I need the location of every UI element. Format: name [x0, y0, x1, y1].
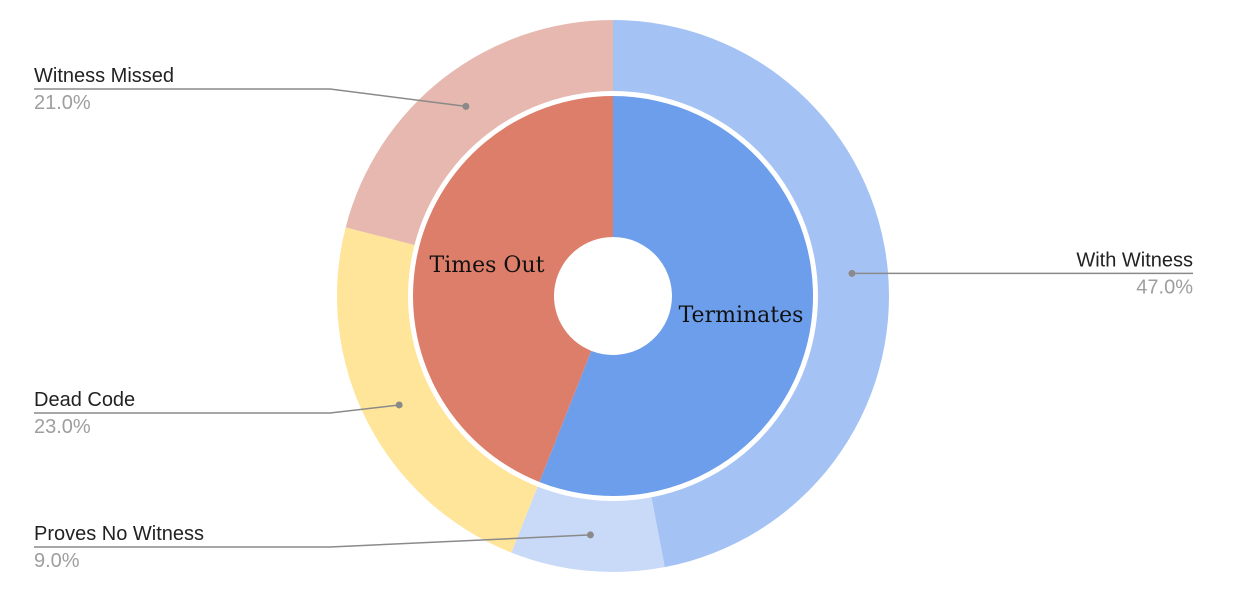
label-dead-code: Dead Code: [34, 389, 135, 411]
value-label-dead-code: 23.0%: [34, 416, 91, 438]
leader-dot-witness-missed: [462, 102, 470, 110]
label-proves-no-witness: Proves No Witness: [34, 523, 204, 545]
outer-slice-witness-missed: [345, 20, 613, 246]
leader-line-dead-code: [34, 404, 400, 414]
label-witness-missed: Witness Missed: [34, 65, 174, 87]
outer-slice-with-witness: [613, 20, 889, 568]
outer-slice-dead-code: [337, 227, 538, 553]
leader-dot-dead-code: [395, 401, 403, 409]
leader-dot-with-witness: [848, 269, 856, 277]
inner-label-times-out: Times Out: [430, 253, 545, 278]
outer-slice-proves-no-witness: [511, 485, 665, 572]
label-with-witness: With Witness: [1076, 249, 1193, 271]
value-label-with-witness: 47.0%: [1136, 276, 1193, 298]
value-label-proves-no-witness: 9.0%: [34, 550, 80, 572]
inner-slice-times-out: [413, 96, 613, 482]
inner-label-terminates: Terminates: [679, 303, 804, 328]
value-label-witness-missed: 21.0%: [34, 92, 91, 114]
leader-line-proves-no-witness: [34, 534, 591, 548]
leader-line-witness-missed: [34, 88, 466, 108]
inner-slice-terminates: [539, 96, 813, 496]
leader-dot-proves-no-witness: [586, 531, 594, 539]
